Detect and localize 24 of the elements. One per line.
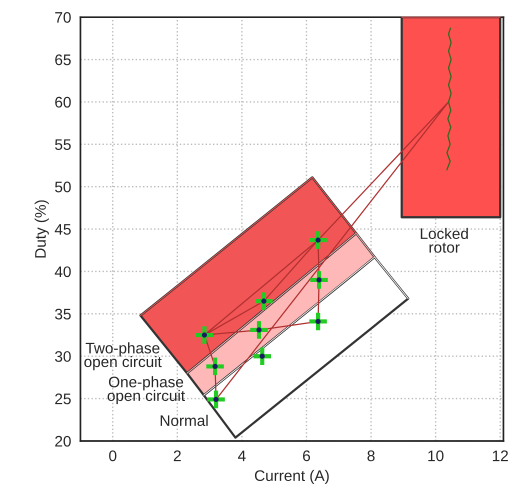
x-axis-title: Current (A) xyxy=(254,470,329,484)
y-tick-label: 65 xyxy=(55,54,71,66)
x-tick-label: 0 xyxy=(109,450,116,462)
annotation: One-phase open circuit xyxy=(108,376,185,404)
x-tick-label: 12 xyxy=(492,450,508,462)
y-tick-label: 70 xyxy=(55,12,71,23)
x-tick-label: 2 xyxy=(174,450,181,462)
x-tick-label: 4 xyxy=(238,450,246,462)
x-tick-label: 8 xyxy=(367,450,375,462)
annotation: Two-phase open circuit xyxy=(84,342,162,370)
y-tick-label: 20 xyxy=(55,436,71,447)
annotation: Normal xyxy=(160,414,208,426)
y-tick-label: 55 xyxy=(55,139,71,150)
y-tick-label: 30 xyxy=(55,351,71,362)
annotation: Locked rotor xyxy=(420,228,468,253)
y-tick-label: 60 xyxy=(55,96,71,108)
y-tick-label: 35 xyxy=(55,308,71,320)
y-tick-label: 25 xyxy=(55,393,71,404)
y-tick-label: 40 xyxy=(54,266,71,278)
x-tick-label: 10 xyxy=(428,450,444,462)
x-tick-label: 6 xyxy=(302,450,310,462)
y-axis-title: Duty (%) xyxy=(34,200,49,258)
y-tick-label: 45 xyxy=(54,224,71,235)
y-tick-label: 50 xyxy=(55,182,71,192)
